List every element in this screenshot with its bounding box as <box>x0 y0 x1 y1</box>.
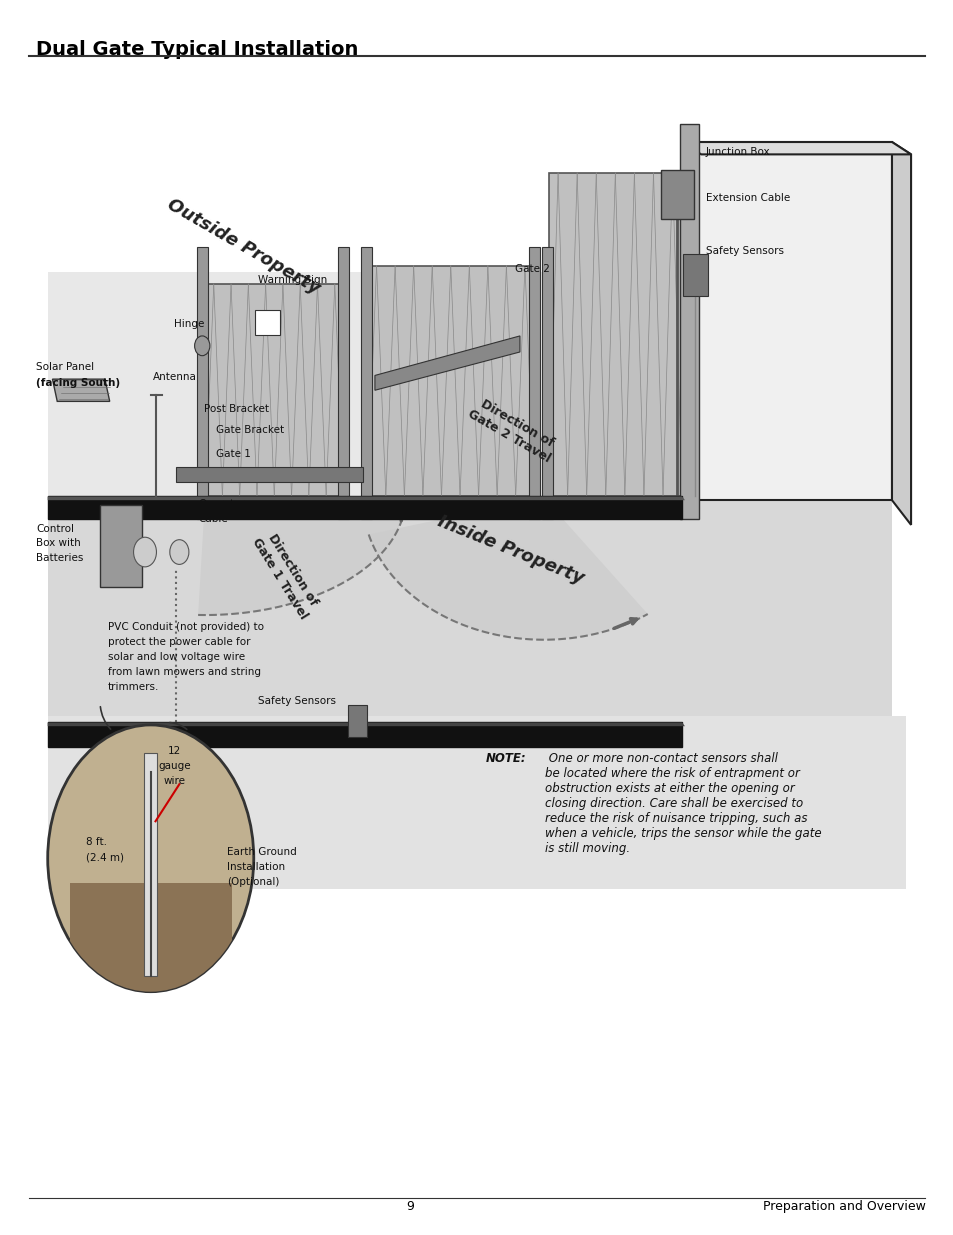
Polygon shape <box>198 498 405 615</box>
Polygon shape <box>368 498 647 640</box>
Polygon shape <box>367 266 534 496</box>
Text: 8 ft.: 8 ft. <box>86 837 107 847</box>
Text: Hinge: Hinge <box>173 319 204 329</box>
Text: Junction Box: Junction Box <box>705 147 770 157</box>
Polygon shape <box>176 467 362 482</box>
Polygon shape <box>548 173 681 496</box>
Text: Antenna: Antenna <box>152 372 196 382</box>
FancyBboxPatch shape <box>337 247 349 519</box>
Text: (2.4 m): (2.4 m) <box>86 852 124 862</box>
FancyBboxPatch shape <box>679 124 699 519</box>
Text: Preparation and Overview: Preparation and Overview <box>761 1199 924 1213</box>
FancyBboxPatch shape <box>196 247 208 519</box>
FancyBboxPatch shape <box>360 247 372 519</box>
Text: PVC Conduit (not provided) to: PVC Conduit (not provided) to <box>108 622 264 632</box>
Text: Earth Ground: Earth Ground <box>227 847 296 857</box>
Polygon shape <box>375 336 519 390</box>
FancyBboxPatch shape <box>100 505 142 587</box>
Polygon shape <box>48 716 905 889</box>
Circle shape <box>48 725 253 992</box>
Text: Direction of
Gate 1 Travel: Direction of Gate 1 Travel <box>250 527 322 621</box>
Polygon shape <box>48 272 891 500</box>
Polygon shape <box>48 722 684 726</box>
FancyBboxPatch shape <box>144 753 157 976</box>
Text: Warning Sign: Warning Sign <box>257 275 327 285</box>
Polygon shape <box>681 142 891 500</box>
Text: Solar Panel: Solar Panel <box>36 362 94 372</box>
Text: Gate Bracket: Gate Bracket <box>215 425 283 435</box>
Text: Outside Property: Outside Property <box>164 196 322 298</box>
Text: 12: 12 <box>168 746 181 756</box>
Text: Inside Property: Inside Property <box>435 513 585 587</box>
Polygon shape <box>48 722 681 747</box>
Text: Cable: Cable <box>198 514 228 524</box>
Text: Safety Sensors: Safety Sensors <box>257 697 335 706</box>
Text: Extension Cable: Extension Cable <box>705 193 789 203</box>
Text: Batteries: Batteries <box>36 553 84 563</box>
Text: Installation: Installation <box>227 862 285 872</box>
Text: from lawn mowers and string: from lawn mowers and string <box>108 667 260 677</box>
Text: Post Bracket: Post Bracket <box>204 404 269 414</box>
Text: Gate 2: Gate 2 <box>515 264 550 274</box>
Text: solar and low voltage wire: solar and low voltage wire <box>108 652 245 662</box>
Circle shape <box>194 336 210 356</box>
FancyBboxPatch shape <box>660 170 693 219</box>
Text: Gate 1: Gate 1 <box>215 450 251 459</box>
Text: NOTE:: NOTE: <box>485 752 526 766</box>
Circle shape <box>170 540 189 564</box>
Text: Box with: Box with <box>36 538 81 548</box>
Text: trimmers.: trimmers. <box>108 682 159 692</box>
Text: Control: Control <box>36 524 74 534</box>
FancyBboxPatch shape <box>348 705 367 737</box>
Text: 9: 9 <box>406 1199 414 1213</box>
Polygon shape <box>205 284 343 496</box>
Circle shape <box>133 537 156 567</box>
Text: gauge: gauge <box>158 761 191 771</box>
Text: wire: wire <box>163 776 186 785</box>
FancyBboxPatch shape <box>254 310 280 335</box>
Text: (facing South): (facing South) <box>36 378 120 388</box>
FancyBboxPatch shape <box>528 247 539 519</box>
FancyBboxPatch shape <box>682 254 707 296</box>
Text: protect the power cable for: protect the power cable for <box>108 637 250 647</box>
Text: (Optional): (Optional) <box>227 877 279 887</box>
Text: Safety Sensors: Safety Sensors <box>705 246 783 256</box>
Text: One or more non-contact sensors shall
be located where the risk of entrapment or: One or more non-contact sensors shall be… <box>544 752 821 855</box>
Polygon shape <box>70 883 232 992</box>
Polygon shape <box>891 142 910 525</box>
Polygon shape <box>52 379 110 401</box>
Polygon shape <box>48 496 681 519</box>
Text: Direction of
Gate 2 Travel: Direction of Gate 2 Travel <box>465 394 560 466</box>
Polygon shape <box>681 142 910 154</box>
Polygon shape <box>48 496 684 500</box>
FancyBboxPatch shape <box>541 247 553 519</box>
Polygon shape <box>48 500 891 716</box>
Text: Dual Gate Typical Installation: Dual Gate Typical Installation <box>36 40 358 58</box>
Text: Operator: Operator <box>198 499 245 509</box>
